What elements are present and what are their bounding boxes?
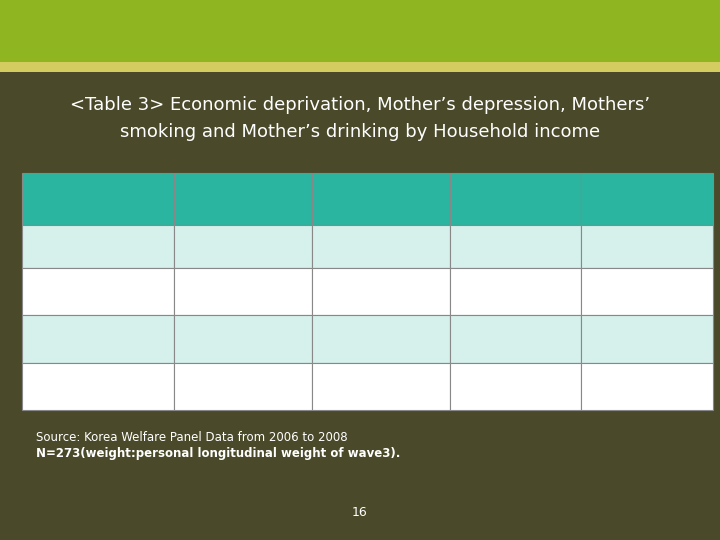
Text: Non poverty: Non poverty (52, 333, 144, 346)
Text: 0.41%: 0.41% (395, 333, 441, 346)
Text: 16: 16 (352, 507, 368, 519)
Text: <.01: <.01 (269, 380, 303, 393)
Text: Household
Income: Household Income (30, 232, 109, 261)
Text: Mother’s
depression: Mother’s depression (340, 185, 423, 213)
Text: 22.36%: 22.36% (649, 333, 704, 346)
Text: Mothers’
smoking: Mothers’ smoking (482, 185, 549, 213)
Text: smoking and Mother’s drinking by Household income: smoking and Mother’s drinking by Househo… (120, 123, 600, 141)
Text: 6.25%: 6.25% (396, 285, 441, 298)
Text: 50.00 %: 50.00 % (243, 285, 303, 298)
Text: 0.42%: 0.42% (527, 333, 573, 346)
Text: <Table 3> Economic deprivation, Mother’s depression, Mothers’: <Table 3> Economic deprivation, Mother’s… (70, 96, 650, 114)
Text: Source: Korea Welfare Panel Data from 2006 to 2008: Source: Korea Welfare Panel Data from 20… (36, 431, 348, 444)
Text: 0.00%: 0.00% (527, 285, 573, 298)
Text: Economic
deprivation: Economic deprivation (199, 185, 286, 213)
Text: N=273(weight:personal longitudinal weight of wave3).: N=273(weight:personal longitudinal weigh… (36, 447, 400, 460)
Text: Poverty: Poverty (68, 285, 127, 298)
Text: 7.46 %: 7.46 % (253, 333, 303, 346)
Text: 28.12%: 28.12% (649, 285, 704, 298)
Text: p: p (93, 380, 102, 393)
Text: Mother’s
drinking: Mother’s drinking (613, 185, 681, 213)
Text: >.10: >.10 (670, 380, 704, 393)
Text: <.05: <.05 (407, 380, 441, 393)
Text: >.10: >.10 (539, 380, 573, 393)
